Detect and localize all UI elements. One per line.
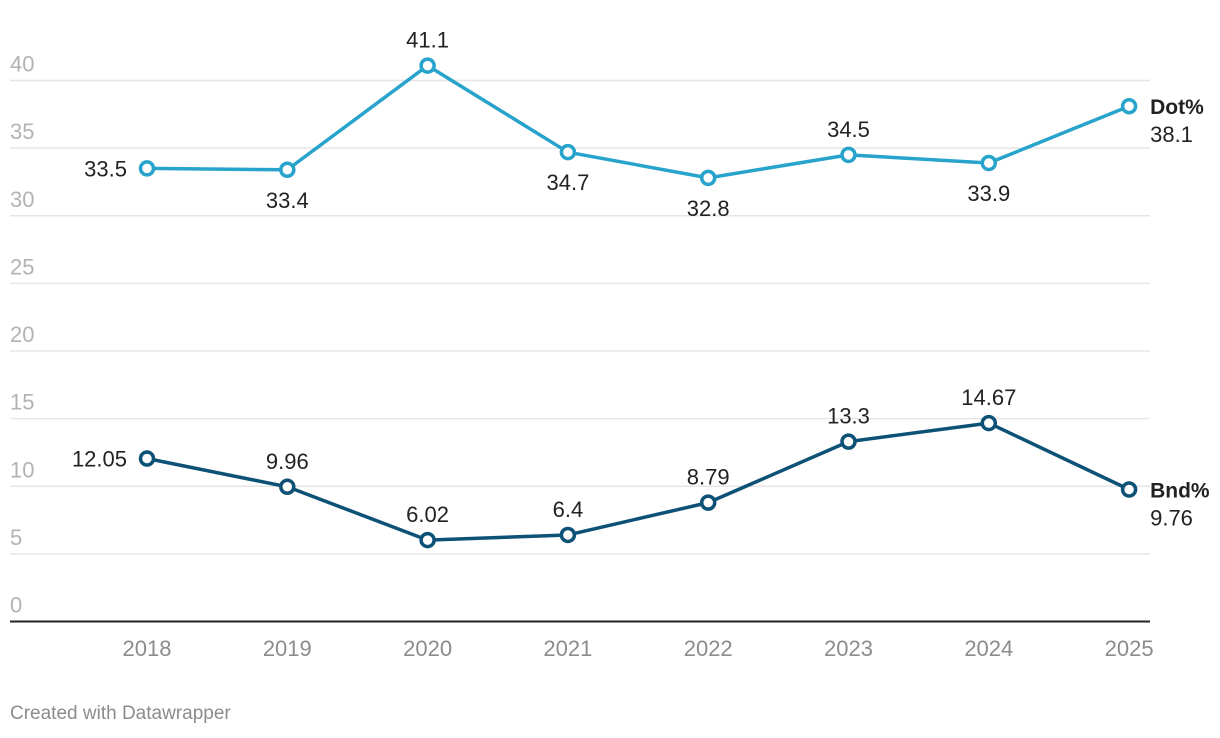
- x-tick-label-2020: 2020: [403, 636, 452, 661]
- y-tick-label-25: 25: [10, 254, 34, 279]
- data-label-dot-2020: 41.1: [406, 28, 449, 53]
- data-point-bnd-2020: [419, 531, 436, 549]
- x-tick-label-2021: 2021: [543, 636, 592, 661]
- data-point-dot-2023: [840, 146, 857, 164]
- series-label-dot: Dot%: [1150, 96, 1204, 119]
- data-label-dot-2022: 32.8: [687, 196, 730, 221]
- data-point-bnd-2025: [1120, 481, 1138, 498]
- y-tick-label-20: 20: [10, 322, 34, 347]
- data-label-dot-2025: 38.1: [1150, 122, 1193, 147]
- data-point-dot-2021: [559, 143, 577, 161]
- data-label-bnd-2019: 9.96: [266, 449, 309, 474]
- series-label-bnd: Bnd%: [1150, 479, 1210, 502]
- data-label-bnd-2024: 14.67: [961, 385, 1016, 410]
- y-tick-label-40: 40: [10, 52, 34, 77]
- y-tick-label-15: 15: [10, 390, 34, 415]
- data-label-dot-2018: 33.5: [84, 156, 127, 181]
- data-label-bnd-2025: 9.76: [1150, 505, 1193, 530]
- data-label-bnd-2021: 6.4: [553, 497, 584, 522]
- data-label-dot-2021: 34.7: [546, 170, 589, 195]
- data-label-bnd-2023: 13.3: [827, 404, 870, 429]
- series-line-bnd: [145, 421, 1131, 542]
- data-point-dot-2020: [419, 57, 436, 74]
- data-point-dot-2018: [138, 160, 156, 177]
- data-point-bnd-2019: [279, 478, 296, 496]
- data-label-bnd-2020: 6.02: [406, 502, 449, 527]
- data-point-bnd-2021: [559, 526, 577, 544]
- y-tick-label-35: 35: [10, 119, 34, 144]
- series-line-dot: [145, 63, 1131, 180]
- y-tick-label-5: 5: [10, 525, 22, 550]
- data-label-dot-2024: 33.9: [967, 181, 1010, 206]
- data-label-bnd-2018: 12.05: [72, 447, 127, 472]
- data-point-bnd-2022: [699, 494, 717, 511]
- y-tick-label-0: 0: [10, 593, 22, 618]
- data-point-bnd-2024: [980, 414, 998, 432]
- data-label-dot-2019: 33.4: [266, 188, 309, 213]
- data-label-bnd-2022: 8.79: [687, 465, 730, 490]
- y-tick-label-30: 30: [10, 187, 34, 212]
- x-tick-label-2022: 2022: [684, 636, 733, 661]
- x-tick-label-2019: 2019: [263, 636, 312, 661]
- data-point-dot-2019: [279, 161, 296, 179]
- x-tick-label-2024: 2024: [964, 636, 1013, 661]
- x-tick-label-2023: 2023: [824, 636, 873, 661]
- x-tick-label-2025: 2025: [1105, 636, 1154, 661]
- data-point-dot-2025: [1120, 97, 1138, 115]
- data-point-dot-2022: [699, 169, 717, 187]
- data-point-dot-2024: [980, 154, 998, 172]
- footer-credit: Created with Datawrapper: [10, 703, 231, 724]
- y-tick-label-10: 10: [10, 457, 34, 482]
- x-tick-label-2018: 2018: [123, 636, 172, 661]
- data-point-bnd-2023: [840, 433, 857, 450]
- data-point-bnd-2018: [138, 450, 156, 467]
- data-label-dot-2023: 34.5: [827, 117, 870, 142]
